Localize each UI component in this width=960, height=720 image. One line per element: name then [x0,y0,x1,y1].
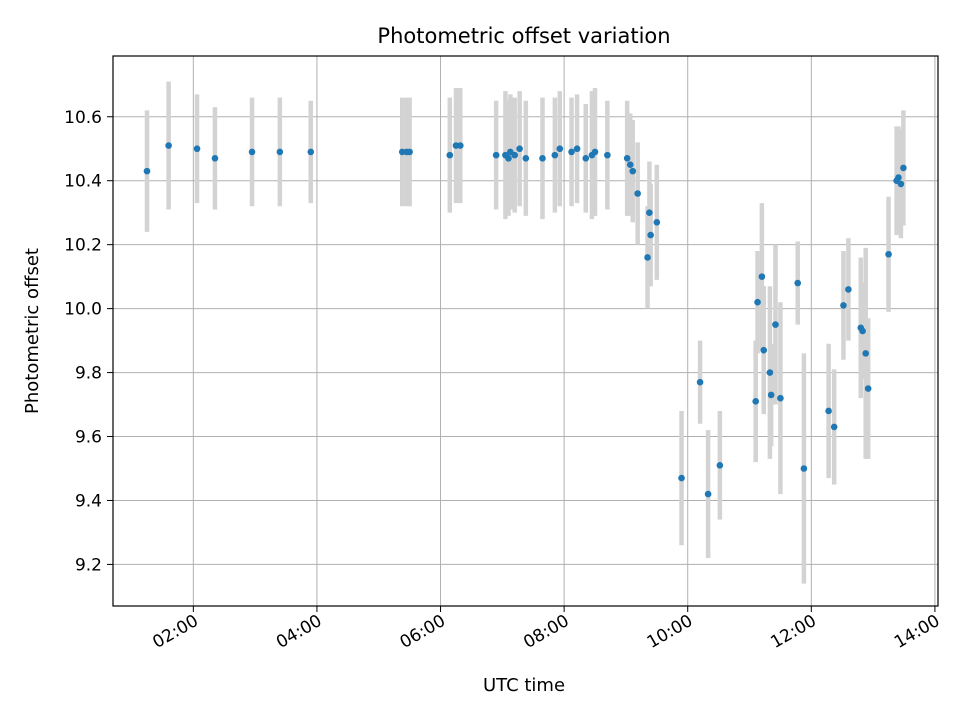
data-point [885,250,892,258]
data-point [864,385,872,392]
y-tick-label: 10.0 [64,300,102,320]
data-point [492,151,500,159]
data-point [629,167,637,175]
y-tick-label: 9.4 [75,491,102,511]
data-point [457,142,464,149]
data-point [862,350,869,357]
data-point [653,218,661,226]
data-point [646,209,653,216]
data-point [591,148,599,156]
data-point [573,145,581,153]
data-point [800,465,808,472]
data-point [568,148,575,156]
data-point [446,151,454,159]
data-point [604,151,611,159]
y-tick-label: 9.6 [75,428,102,448]
data-point [516,145,523,153]
y-axis-title: Photometric offset [22,248,43,414]
data-point [766,369,774,376]
data-point [522,155,530,162]
data-point [772,321,779,328]
data-point [556,145,564,153]
data-point [716,462,724,469]
data-point [754,298,761,306]
data-point [211,155,219,162]
y-tick-label: 9.8 [75,364,102,384]
data-point [859,327,866,335]
data-point [276,148,284,156]
data-point [406,148,413,156]
data-point [752,398,759,405]
y-axis-ticks: 9.2 9.4 9.6 9.8 10.0 10.2 10.4 10.6 [64,108,113,575]
data-point [165,142,172,149]
data-point [900,164,907,172]
data-point [193,145,201,153]
data-point [760,346,768,354]
data-point [767,391,775,399]
y-tick-label: 9.2 [75,555,102,575]
data-point [704,490,712,498]
data-point [539,155,546,162]
data-point [582,155,590,162]
data-point [307,148,315,156]
data-point [895,174,902,181]
data-point [511,151,518,159]
data-point [248,148,256,156]
data-point [840,302,847,309]
data-point [897,180,905,188]
data-point [623,155,631,162]
data-point [551,151,559,159]
plot-frame [112,55,939,607]
data-point [845,286,852,293]
data-point [794,279,802,287]
data-point [696,378,704,386]
data-point [626,161,634,169]
x-axis-title: UTC time [483,675,565,696]
data-point [644,254,651,261]
data-point [647,231,654,239]
data-point [830,423,838,431]
chart-title: Photometric offset variation [377,24,670,48]
y-tick-label: 10.6 [64,108,102,128]
data-point [678,474,685,482]
data-point [505,155,512,162]
data-point [143,167,151,175]
data-points [143,142,907,498]
y-tick-label: 10.2 [64,236,102,256]
data-point [777,394,784,402]
y-tick-label: 10.4 [64,172,102,192]
data-point [825,407,832,415]
data-point [634,190,641,197]
data-point [758,273,766,280]
